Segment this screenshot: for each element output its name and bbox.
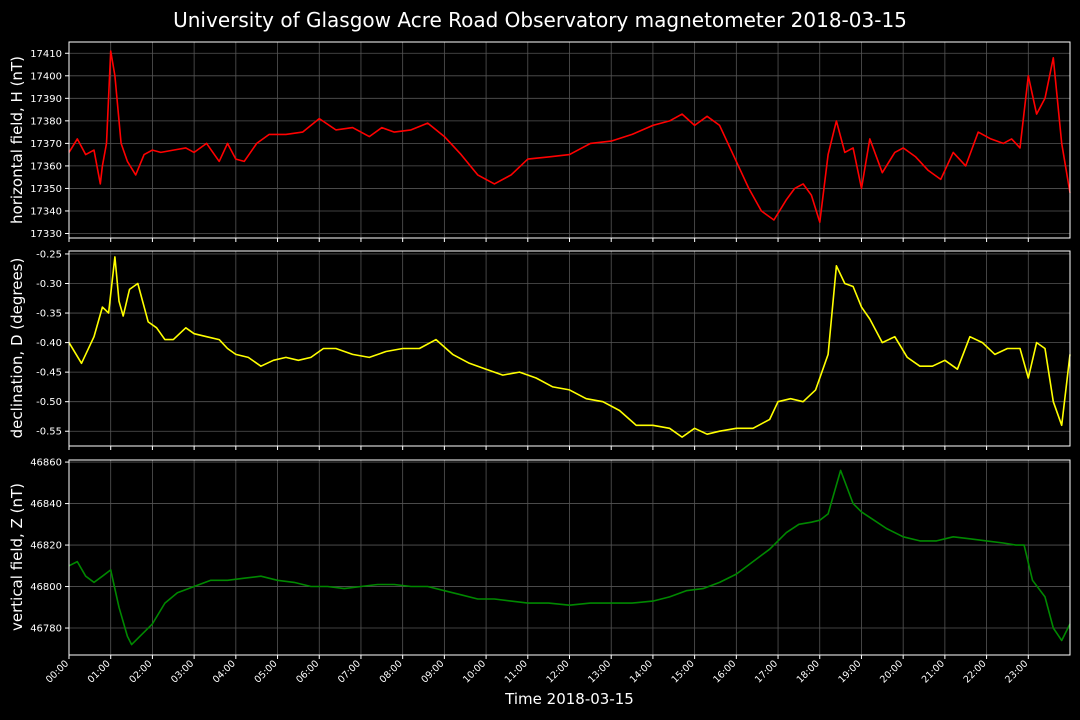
y-tick-label-d: -0.40 [36,338,62,349]
x-tick-label: 17:00 [753,658,780,685]
plot-frame-d [68,250,1071,447]
y-tick-label-h: 17340 [30,206,62,217]
series-line-d [68,256,1071,438]
x-tick-label: 21:00 [920,658,947,685]
x-tick-label: 15:00 [670,658,697,685]
series-line-h [68,50,1071,223]
x-tick-label: 12:00 [544,658,571,685]
x-tick-label: 23:00 [1003,658,1030,685]
x-tick-label: 01:00 [86,658,113,685]
x-tick-label: 10:00 [461,658,488,685]
y-tick-label-z: 46840 [30,499,62,510]
y-tick-label-z: 46820 [30,541,62,552]
x-tick-label: 16:00 [711,658,738,685]
y-tick-label-d: -0.55 [36,427,62,438]
y-tick-label-d: -0.30 [36,279,62,290]
x-tick-label: 06:00 [294,658,321,685]
y-tick-label-h: 17360 [30,161,62,172]
y-tick-label-h: 17330 [30,229,62,240]
x-tick-label: 05:00 [253,658,280,685]
x-tick-label: 22:00 [962,658,989,685]
x-tick-label: 02:00 [127,658,154,685]
y-tick-label-h: 17390 [30,94,62,105]
y-tick-label-h: 17410 [30,49,62,60]
y-tick-label-d: -0.35 [36,309,62,320]
y-tick-label-d: -0.25 [36,249,62,260]
plot-frame-z [68,459,1071,656]
x-axis-label: Time 2018-03-15 [505,690,634,708]
y-axis-label-z: vertical field, Z (nT) [8,482,26,632]
y-tick-label-h: 17380 [30,116,62,127]
y-tick-label-z: 46780 [30,624,62,635]
y-axis-label-h: horizontal field, H (nT) [8,56,26,224]
x-tick-label: 14:00 [628,658,655,685]
x-tick-label: 09:00 [419,658,446,685]
x-tick-label: 07:00 [336,658,363,685]
y-tick-label-z: 46800 [30,582,62,593]
x-tick-label: 00:00 [44,658,71,685]
x-tick-label: 18:00 [795,658,822,685]
x-tick-label: 03:00 [169,658,196,685]
chart-title: University of Glasgow Acre Road Observat… [173,8,907,32]
y-tick-label-d: -0.45 [36,368,62,379]
x-tick-label: 04:00 [211,658,238,685]
x-tick-label: 11:00 [503,658,530,685]
y-tick-label-z: 46860 [30,458,62,469]
series-line-z [68,469,1071,646]
y-tick-label-d: -0.50 [36,397,62,408]
x-tick-label: 13:00 [586,658,613,685]
x-tick-label: 08:00 [378,658,405,685]
y-tick-label-h: 17400 [30,71,62,82]
plot-frame-h [68,41,1071,239]
y-tick-label-h: 17370 [30,139,62,150]
y-axis-label-d: declination, D (degrees) [8,257,26,439]
y-tick-label-h: 17350 [30,184,62,195]
x-tick-label: 19:00 [836,658,863,685]
x-tick-label: 20:00 [878,658,905,685]
